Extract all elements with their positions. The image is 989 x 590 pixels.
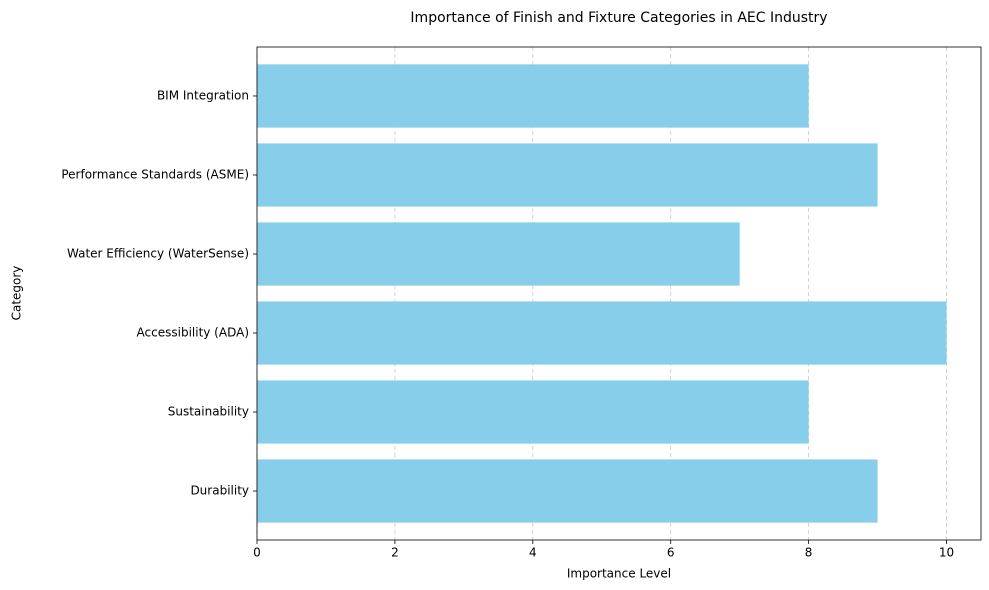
- bar: [257, 222, 740, 286]
- x-tick-label: 4: [529, 546, 537, 560]
- y-tick-label: BIM Integration: [157, 88, 249, 102]
- bar: [257, 301, 947, 365]
- x-tick-label: 6: [667, 546, 675, 560]
- y-tick-label: Sustainability: [168, 405, 249, 419]
- bar: [257, 143, 878, 207]
- x-tick-label: 10: [939, 546, 954, 560]
- x-tick-label: 0: [253, 546, 261, 560]
- x-tick-label: 8: [805, 546, 813, 560]
- bar: [257, 64, 809, 128]
- y-tick-label: Performance Standards (ASME): [61, 167, 249, 181]
- y-tick-label: Water Efficiency (WaterSense): [67, 246, 249, 260]
- y-axis-label: Category: [10, 266, 24, 321]
- y-tick-label: Durability: [190, 484, 249, 498]
- bar: [257, 459, 878, 523]
- x-tick-label: 2: [391, 546, 399, 560]
- x-axis-label: Importance Level: [567, 567, 671, 581]
- bar: [257, 380, 809, 444]
- chart-title: Importance of Finish and Fixture Categor…: [410, 10, 827, 26]
- y-tick-label: Accessibility (ADA): [137, 326, 249, 340]
- plot-frame: [256, 46, 982, 541]
